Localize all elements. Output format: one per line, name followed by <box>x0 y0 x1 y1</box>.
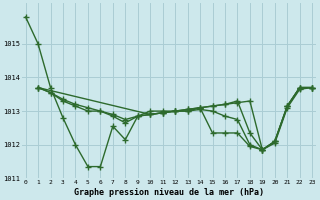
X-axis label: Graphe pression niveau de la mer (hPa): Graphe pression niveau de la mer (hPa) <box>74 188 264 197</box>
